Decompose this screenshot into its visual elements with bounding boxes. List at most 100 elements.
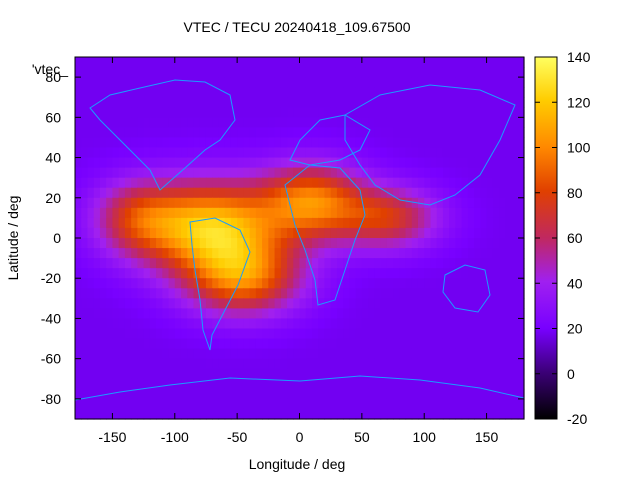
heatmap-cell [517,348,525,360]
heatmap-cell [199,157,207,169]
heatmap-cell [380,388,388,400]
heatmap-cell [399,368,407,380]
heatmap-cell [293,388,301,400]
heatmap-cell [230,87,238,98]
heatmap-cell [112,388,120,400]
heatmap-cell [93,338,101,350]
heatmap-cell [467,238,475,249]
heatmap-cell [386,338,394,350]
heatmap-cell [187,207,195,219]
heatmap-cell [299,107,307,118]
heatmap-cell [162,248,170,259]
heatmap-cell [224,87,232,98]
heatmap-cell [386,248,394,259]
heatmap-cell [205,217,213,229]
heatmap-cell [393,398,400,410]
heatmap-cell [349,338,357,350]
heatmap-cell [255,107,263,118]
heatmap-cell [149,137,157,149]
heatmap-cell [442,258,450,269]
heatmap-cell [430,77,438,88]
heatmap-cell [156,87,163,98]
heatmap-cell [374,157,382,169]
plot-area [74,56,525,420]
heatmap-cell [517,298,525,309]
heatmap-cell [181,408,188,420]
heatmap-cell [467,107,475,118]
heatmap-cell [112,127,120,139]
heatmap-cell [168,388,176,400]
colorbar-tick-label: 0 [567,366,575,382]
heatmap-cell [112,57,120,68]
heatmap-cell [280,258,288,269]
heatmap-cell [393,187,400,199]
heatmap-cell [336,207,344,219]
heatmap-cell [436,117,444,128]
heatmap-cell [230,67,238,78]
heatmap-cell [237,328,244,340]
heatmap-cell [436,328,444,340]
heatmap-cell [156,207,163,219]
heatmap-cell [124,378,132,390]
heatmap-cell [149,177,157,189]
heatmap-cell [436,388,444,400]
heatmap-cell [274,378,282,390]
heatmap-cell [368,248,375,259]
heatmap-cell [361,157,369,169]
heatmap-cell [168,318,176,330]
heatmap-cell [361,107,369,118]
heatmap-cell [149,167,157,179]
heatmap-cell [511,358,519,370]
heatmap-cell [93,408,101,420]
heatmap-cell [143,97,151,108]
heatmap-cell [318,107,326,118]
heatmap-cell [330,117,338,128]
heatmap-cell [268,157,276,169]
heatmap-cell [75,147,82,159]
heatmap-cell [87,177,95,189]
heatmap-cell [380,137,388,149]
y-tick-label: -40 [41,310,61,326]
heatmap-cell [336,87,344,98]
heatmap-cell [99,398,107,410]
heatmap-cell [343,157,350,169]
heatmap-cell [262,137,269,149]
heatmap-cell [149,77,157,88]
heatmap-cell [380,167,388,179]
heatmap-cell [262,207,269,219]
heatmap-cell [243,278,251,289]
heatmap-cell [405,368,413,380]
heatmap-cell [380,328,388,340]
heatmap-cell [124,318,132,330]
heatmap-cell [162,127,170,139]
heatmap-cell [424,288,432,299]
heatmap-cell [193,107,201,118]
heatmap-cell [112,398,120,410]
heatmap-cell [118,127,126,139]
heatmap-cell [205,177,213,189]
heatmap-cell [517,358,525,370]
heatmap-cell [168,338,176,350]
heatmap-cell [480,338,488,350]
heatmap-cell [355,358,363,370]
heatmap-cell [162,378,170,390]
heatmap-cell [467,338,475,350]
heatmap-cell [417,77,425,88]
heatmap-cell [274,87,282,98]
heatmap-cell [262,177,269,189]
heatmap-cell [193,227,201,239]
heatmap-cell [474,308,481,320]
heatmap-cell [442,227,450,239]
heatmap-cell [480,238,488,249]
heatmap-cell [124,77,132,88]
heatmap-cell [517,368,525,380]
heatmap-cell [106,117,114,128]
heatmap-cell [374,177,382,189]
heatmap-cell [212,217,220,229]
heatmap-cell [280,238,288,249]
heatmap-cell [511,207,519,219]
heatmap-cell [393,97,400,108]
heatmap-cell [75,338,82,350]
heatmap-cell [230,97,238,108]
heatmap-cell [311,348,319,360]
